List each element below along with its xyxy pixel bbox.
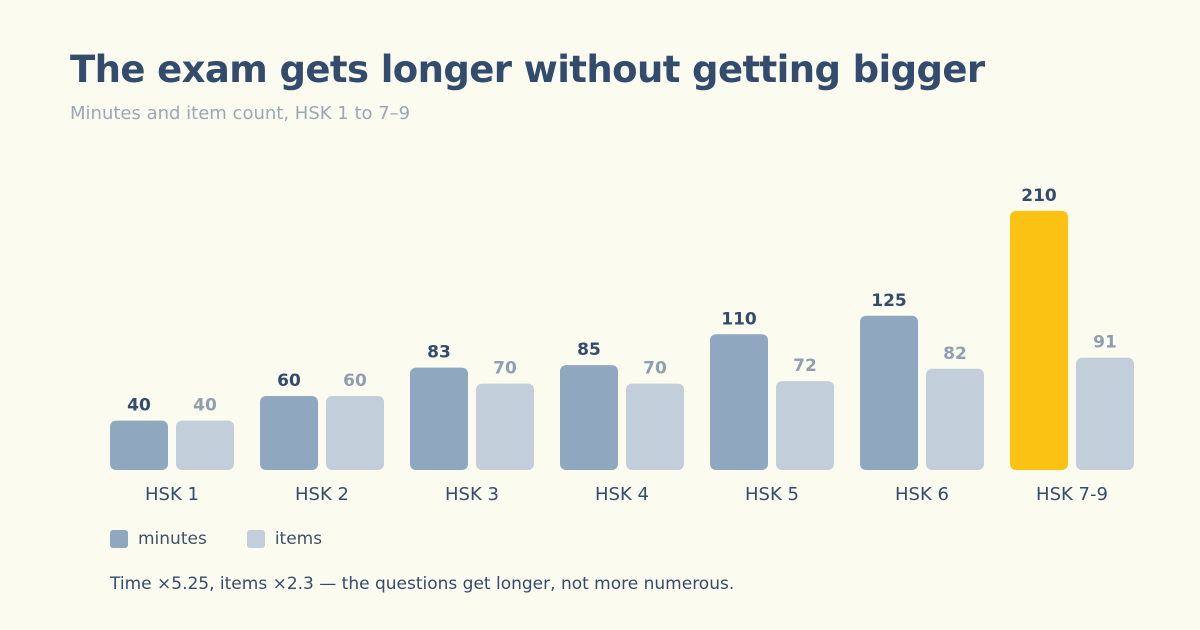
bar-chart: 40 40 HSK 1 60 60 HSK 2 83 70 HSK 3 85 70 HSK 4 110 7…: [110, 186, 1134, 505]
bar-items-hsk-6: [926, 368, 984, 470]
bar-minutes-hsk-5: [710, 334, 768, 470]
legend-swatch-minutes: [110, 530, 128, 548]
bar-items-hsk-2: [326, 395, 384, 470]
data-label-items-hsk-6: 82: [943, 344, 967, 364]
legend-swatch-items: [246, 530, 265, 548]
data-label-items-hsk-3: 70: [493, 359, 517, 379]
bar-minutes-hsk-4: [560, 365, 618, 470]
legend-item-minutes: minutes: [110, 529, 207, 549]
bar-minutes-hsk-7-9: [1010, 210, 1068, 471]
bar-minutes-hsk-3: [410, 367, 468, 470]
bar-minutes-hsk-1: [110, 420, 168, 470]
legend-label-items: items: [274, 529, 323, 549]
legend-item-items: items: [246, 529, 323, 549]
data-label-minutes-hsk-7-9: 210: [1021, 186, 1057, 206]
bar-minutes-hsk-2: [260, 395, 318, 470]
chart-subtitle: Minutes and item count, HSK 1 to 7–9: [70, 103, 411, 124]
data-label-minutes-hsk-5: 110: [721, 309, 757, 329]
x-tick-label-hsk-5: HSK 5: [745, 484, 799, 505]
x-tick-label-hsk-7-9: HSK 7-9: [1036, 484, 1108, 505]
x-tick-label-hsk-4: HSK 4: [595, 484, 649, 505]
x-tick-label-hsk-1: HSK 1: [145, 484, 199, 505]
data-label-items-hsk-2: 60: [343, 371, 367, 391]
chart-title: The exam gets longer without getting big…: [70, 48, 985, 91]
data-label-minutes-hsk-6: 125: [871, 291, 907, 311]
x-tick-label-hsk-2: HSK 2: [295, 484, 349, 505]
bar-items-hsk-1: [176, 420, 234, 470]
bar-minutes-hsk-6: [860, 315, 918, 470]
bar-items-hsk-3: [476, 383, 534, 470]
data-label-items-hsk-1: 40: [193, 396, 217, 416]
legend: minutes items: [110, 529, 362, 549]
bar-items-hsk-4: [626, 383, 684, 470]
bar-items-hsk-5: [776, 381, 834, 470]
data-label-items-hsk-5: 72: [793, 356, 817, 376]
x-tick-label-hsk-3: HSK 3: [445, 484, 499, 505]
x-tick-label-hsk-6: HSK 6: [895, 484, 949, 505]
data-label-items-hsk-7-9: 91: [1093, 333, 1117, 353]
bar-items-hsk-7-9: [1076, 357, 1134, 470]
data-label-minutes-hsk-2: 60: [277, 371, 301, 391]
data-label-minutes-hsk-1: 40: [127, 396, 151, 416]
footnote: Time ×5.25, items ×2.3 — the questions g…: [110, 574, 735, 594]
legend-label-minutes: minutes: [138, 529, 207, 549]
data-label-minutes-hsk-3: 83: [427, 343, 451, 363]
data-label-minutes-hsk-4: 85: [577, 340, 601, 360]
data-label-items-hsk-4: 70: [643, 359, 667, 379]
